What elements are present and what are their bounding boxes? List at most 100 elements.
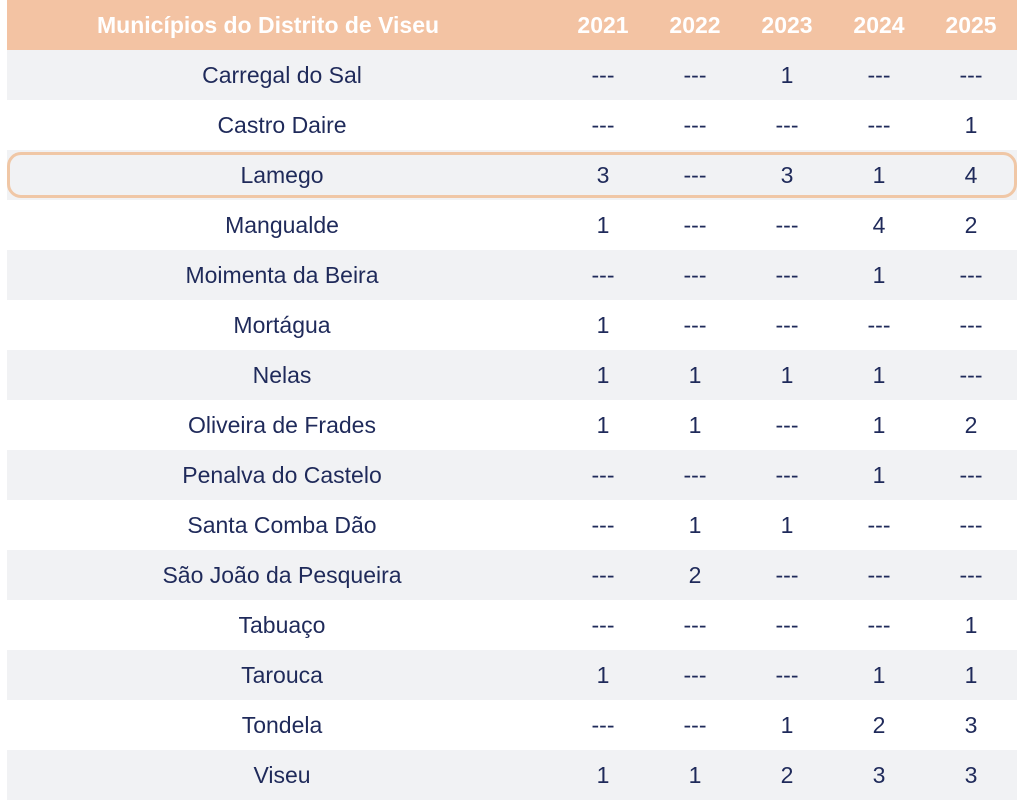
header-municipality: Municípios do Distrito de Viseu: [97, 11, 440, 38]
year-value-2021: ---: [591, 561, 615, 588]
table-row: Castro Daire --- --- --- --- 1: [7, 100, 1017, 150]
municipality-name: Carregal do Sal: [202, 61, 362, 88]
table-row: Mangualde 1 --- --- 4 2: [7, 200, 1017, 250]
year-value-2024: ---: [867, 511, 891, 538]
year-value-2024: 1: [872, 411, 886, 438]
year-value-2025: 4: [964, 161, 978, 188]
year-value-2021: 1: [596, 411, 610, 438]
header-year-2025: 2025: [945, 11, 997, 38]
municipality-name: Mangualde: [225, 211, 339, 238]
year-value-2022: ---: [683, 161, 707, 188]
year-value-2023: 2: [780, 761, 794, 788]
year-value-2025: 3: [964, 761, 978, 788]
year-value-2023: ---: [775, 411, 799, 438]
year-value-2022: 2: [688, 561, 702, 588]
table-row: Lamego 3 --- 3 1 4: [7, 150, 1017, 200]
municipality-name: Viseu: [253, 761, 311, 788]
header-year-2024: 2024: [853, 11, 905, 38]
table-row: São João da Pesqueira --- 2 --- --- ---: [7, 550, 1017, 600]
table-row: Tabuaço --- --- --- --- 1: [7, 600, 1017, 650]
year-value-2024: ---: [867, 111, 891, 138]
year-value-2023: ---: [775, 211, 799, 238]
year-value-2024: 1: [872, 461, 886, 488]
year-value-2024: ---: [867, 611, 891, 638]
year-value-2021: 1: [596, 311, 610, 338]
year-value-2024: ---: [867, 561, 891, 588]
municipality-name: Tabuaço: [238, 611, 326, 638]
year-value-2024: 1: [872, 261, 886, 288]
year-value-2023: 1: [780, 711, 794, 738]
municipality-name: Lamego: [240, 161, 324, 188]
year-value-2025: 2: [964, 211, 978, 238]
table-row: Viseu 1 1 2 3 3: [7, 750, 1017, 800]
year-value-2021: ---: [591, 611, 615, 638]
table-row: Oliveira de Frades 1 1 --- 1 2: [7, 400, 1017, 450]
municipality-name: São João da Pesqueira: [162, 561, 402, 588]
year-value-2022: ---: [683, 661, 707, 688]
year-value-2023: ---: [775, 261, 799, 288]
municipality-name: Oliveira de Frades: [188, 411, 376, 438]
year-value-2025: ---: [959, 511, 983, 538]
year-value-2023: ---: [775, 611, 799, 638]
table-body: Carregal do Sal --- --- 1 --- --- Castro Daire…: [7, 50, 1017, 800]
year-value-2025: ---: [959, 61, 983, 88]
year-value-2021: ---: [591, 261, 615, 288]
header-year-2021: 2021: [577, 11, 629, 38]
year-value-2021: ---: [591, 461, 615, 488]
year-value-2022: ---: [683, 461, 707, 488]
year-value-2022: ---: [683, 611, 707, 638]
year-value-2021: ---: [591, 61, 615, 88]
year-value-2025: 1: [964, 611, 978, 638]
year-value-2022: ---: [683, 711, 707, 738]
year-value-2025: ---: [959, 311, 983, 338]
table-row: Tarouca 1 --- --- 1 1: [7, 650, 1017, 700]
year-value-2021: 1: [596, 661, 610, 688]
year-value-2021: 3: [596, 161, 610, 188]
municipality-name: Castro Daire: [217, 111, 347, 138]
year-value-2021: 1: [596, 361, 610, 388]
municipality-name: Nelas: [252, 361, 312, 388]
year-value-2023: 1: [780, 511, 794, 538]
year-value-2025: ---: [959, 361, 983, 388]
year-value-2023: ---: [775, 561, 799, 588]
table-row: Carregal do Sal --- --- 1 --- ---: [7, 50, 1017, 100]
year-value-2022: ---: [683, 111, 707, 138]
year-value-2023: 3: [780, 161, 794, 188]
table-row: Santa Comba Dão --- 1 1 --- ---: [7, 500, 1017, 550]
year-value-2023: 1: [780, 61, 794, 88]
year-value-2022: 1: [688, 511, 702, 538]
year-value-2022: 1: [688, 361, 702, 388]
year-value-2025: 1: [964, 111, 978, 138]
year-value-2025: ---: [959, 261, 983, 288]
municipalities-table: Municípios do Distrito de Viseu 2021 202…: [7, 0, 1017, 800]
municipality-name: Moimenta da Beira: [185, 261, 379, 288]
header-year-2022: 2022: [669, 11, 721, 38]
municipality-name: Tondela: [241, 711, 323, 738]
table-row: Moimenta da Beira --- --- --- 1 ---: [7, 250, 1017, 300]
table-header: Municípios do Distrito de Viseu 2021 202…: [7, 0, 1017, 50]
year-value-2024: 2: [872, 711, 886, 738]
year-value-2025: 3: [964, 711, 978, 738]
year-value-2021: 1: [596, 761, 610, 788]
year-value-2024: ---: [867, 311, 891, 338]
year-value-2024: 4: [872, 211, 886, 238]
year-value-2025: 1: [964, 661, 978, 688]
year-value-2022: ---: [683, 261, 707, 288]
year-value-2023: ---: [775, 461, 799, 488]
municipality-name: Mortágua: [233, 311, 331, 338]
year-value-2024: 1: [872, 161, 886, 188]
municipality-name: Tarouca: [241, 661, 323, 688]
table-row: Mortágua 1 --- --- --- ---: [7, 300, 1017, 350]
year-value-2022: 1: [688, 761, 702, 788]
year-value-2022: ---: [683, 211, 707, 238]
year-value-2021: ---: [591, 711, 615, 738]
year-value-2023: ---: [775, 311, 799, 338]
year-value-2025: ---: [959, 461, 983, 488]
year-value-2022: ---: [683, 311, 707, 338]
year-value-2022: ---: [683, 61, 707, 88]
year-value-2022: 1: [688, 411, 702, 438]
municipality-name: Penalva do Castelo: [182, 461, 382, 488]
year-value-2024: ---: [867, 61, 891, 88]
year-value-2021: 1: [596, 211, 610, 238]
year-value-2025: 2: [964, 411, 978, 438]
